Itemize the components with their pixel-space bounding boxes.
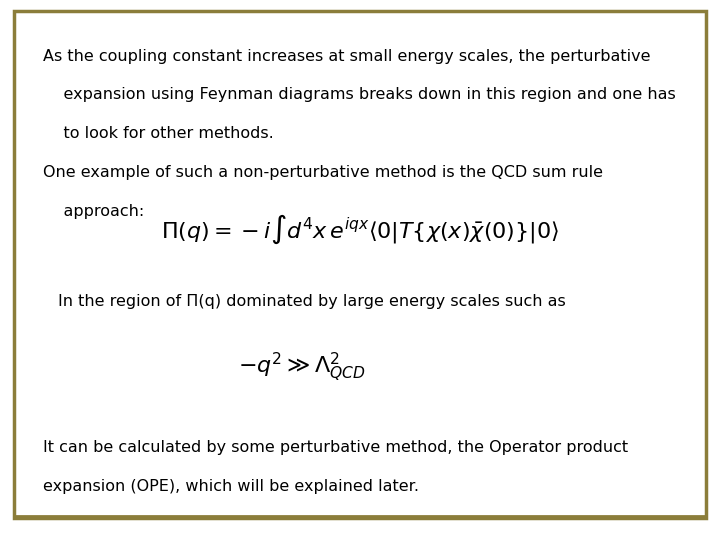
FancyBboxPatch shape (14, 11, 706, 518)
Text: expansion (OPE), which will be explained later.: expansion (OPE), which will be explained… (43, 479, 419, 494)
Text: In the region of Π(q) dominated by large energy scales such as: In the region of Π(q) dominated by large… (58, 294, 565, 309)
Text: expansion using Feynman diagrams breaks down in this region and one has: expansion using Feynman diagrams breaks … (43, 87, 676, 103)
Text: As the coupling constant increases at small energy scales, the perturbative: As the coupling constant increases at sm… (43, 49, 651, 64)
Text: $-q^2 \gg \Lambda^2_{QCD}$: $-q^2 \gg \Lambda^2_{QCD}$ (238, 350, 366, 384)
Text: approach:: approach: (43, 204, 145, 219)
Text: $\Pi(q) = -i \int d^4x\, e^{iqx} \langle 0|T\{\chi(x)\bar{\chi}(0)\}|0\rangle$: $\Pi(q) = -i \int d^4x\, e^{iqx} \langle… (161, 213, 559, 246)
Text: One example of such a non-perturbative method is the QCD sum rule: One example of such a non-perturbative m… (43, 165, 603, 180)
Text: It can be calculated by some perturbative method, the Operator product: It can be calculated by some perturbativ… (43, 440, 629, 455)
Text: to look for other methods.: to look for other methods. (43, 126, 274, 141)
